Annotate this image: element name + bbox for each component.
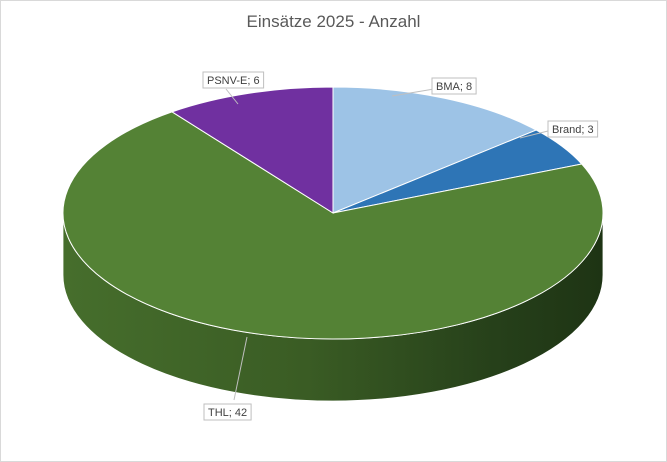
leader-line-psnv-e: [225, 88, 239, 105]
data-label-psnv-e: PSNV-E; 6: [202, 71, 265, 89]
slice-bma[interactable]: [332, 86, 538, 214]
slice-psnv-e[interactable]: [170, 86, 334, 214]
data-label-box: [431, 77, 477, 95]
leader-line-thl: [233, 336, 248, 401]
data-label-text: BMA; 8: [436, 81, 472, 93]
leader-line-bma: [391, 88, 435, 97]
data-label-box: [547, 120, 599, 138]
slice-thl[interactable]: [62, 111, 604, 340]
data-label-text: THL; 42: [208, 407, 247, 419]
data-label-bma: BMA; 8: [431, 77, 477, 95]
data-label-text: Brand; 3: [552, 124, 594, 136]
data-label-box: [203, 403, 252, 421]
chart-title: Einsätze 2025 - Anzahl: [246, 12, 421, 31]
data-label-thl: THL; 42: [203, 403, 252, 421]
leader-line-brand: [519, 130, 549, 139]
data-label-text: PSNV-E; 6: [207, 75, 260, 87]
data-label-brand: Brand; 3: [547, 120, 599, 138]
data-label-box: [202, 71, 265, 89]
